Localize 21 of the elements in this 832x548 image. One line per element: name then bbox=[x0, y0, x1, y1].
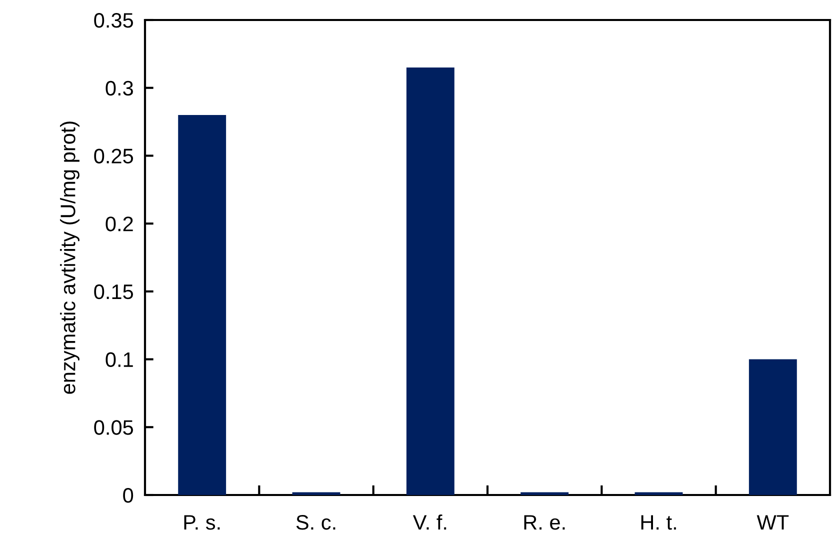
bar bbox=[406, 68, 454, 495]
y-tick-label: 0.2 bbox=[106, 216, 133, 232]
x-tick-label: S. c. bbox=[296, 514, 336, 530]
x-tick-label: P. s. bbox=[184, 515, 220, 530]
bar bbox=[178, 115, 226, 495]
y-axis-title: enzymatic avtivity (U/mg prot) bbox=[60, 122, 80, 394]
y-tick-label: 0.3 bbox=[106, 80, 133, 96]
y-tick-label: 0.15 bbox=[94, 284, 134, 300]
x-tick-label: R. e. bbox=[524, 515, 565, 530]
bar bbox=[748, 359, 797, 495]
bar bbox=[634, 492, 683, 495]
x-tick-label: WT bbox=[756, 515, 789, 530]
y-tick-label: 0 bbox=[123, 488, 134, 503]
y-tick-label: 0.25 bbox=[94, 148, 134, 164]
y-tick-label: 0.1 bbox=[106, 352, 133, 368]
x-tick-label: H. t. bbox=[641, 515, 676, 530]
y-tick-label: 0.05 bbox=[94, 420, 134, 435]
bar bbox=[292, 492, 340, 495]
bar bbox=[520, 492, 569, 495]
x-tick-label: V. f. bbox=[412, 514, 446, 530]
y-tick-label: 0.35 bbox=[94, 13, 134, 28]
